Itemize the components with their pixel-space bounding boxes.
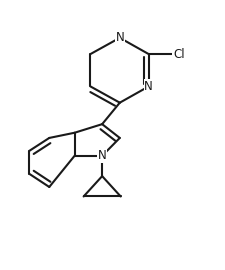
Text: N: N bbox=[115, 31, 124, 44]
Text: N: N bbox=[97, 149, 106, 162]
Text: Cl: Cl bbox=[172, 48, 184, 60]
Text: N: N bbox=[144, 80, 152, 93]
